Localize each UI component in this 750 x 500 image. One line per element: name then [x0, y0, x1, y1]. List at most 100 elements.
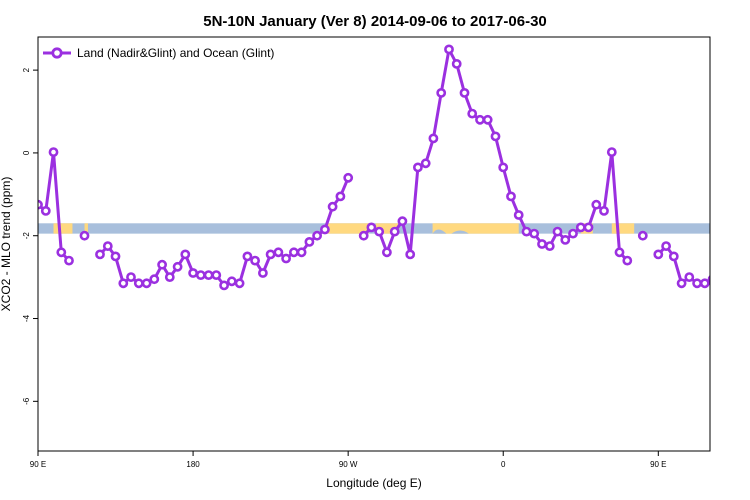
series-line [38, 150, 71, 262]
data-point [692, 278, 702, 289]
data-point [560, 234, 571, 245]
data-point [234, 278, 245, 289]
data-point [529, 228, 540, 239]
data-point [444, 44, 454, 55]
data-point [327, 201, 338, 212]
land-region [53, 223, 73, 234]
chart-title: 5N-10N January (Ver 8) 2014-09-06 to 201… [203, 13, 547, 30]
x-tick-label: 90 E [30, 460, 46, 469]
data-point [684, 272, 695, 282]
series-line [657, 244, 710, 285]
data-point [428, 133, 439, 144]
data-point [219, 280, 229, 291]
data-point [717, 261, 724, 268]
data-point [273, 247, 284, 258]
data-point [288, 247, 299, 258]
data-point [242, 251, 253, 262]
data-point [358, 230, 369, 241]
data-point [552, 226, 563, 237]
y-tick-label: -4 [22, 314, 31, 322]
data-point [296, 247, 307, 258]
data-point [110, 251, 121, 262]
data-point [265, 249, 276, 260]
data-point [420, 158, 431, 169]
data-point [95, 249, 105, 260]
x-axis-label: Longitude (deg E) [326, 476, 421, 490]
land-region [611, 223, 635, 234]
band-detail [451, 230, 469, 234]
data-point [521, 226, 532, 237]
band-detail [432, 229, 447, 234]
data-point [405, 249, 416, 260]
land-region [375, 223, 399, 234]
data-point [614, 247, 625, 258]
y-tick-label: 2 [22, 67, 31, 72]
data-point [725, 274, 732, 281]
x-tick-label: 0 [501, 460, 506, 469]
data-point [622, 255, 633, 266]
data-point [606, 147, 617, 157]
series-points [38, 44, 732, 291]
data-point [397, 216, 408, 227]
y-tick-label: 0 [22, 150, 31, 155]
data-point [568, 228, 578, 239]
data-point [412, 162, 423, 173]
data-point [188, 268, 198, 278]
data-point [591, 199, 602, 210]
data-point [335, 191, 346, 202]
data-point [459, 88, 470, 98]
data-point [366, 222, 377, 233]
data-point [312, 230, 322, 241]
data-point [48, 147, 59, 157]
legend: Land (Nadir&Glint) and Ocean (Glint) [43, 46, 274, 60]
data-point [157, 259, 167, 270]
data-point [575, 222, 586, 233]
data-point [482, 114, 493, 125]
data-point [653, 249, 664, 260]
data-point [467, 108, 478, 119]
data-point [544, 241, 555, 251]
x-tick-label: 180 [186, 460, 200, 469]
x-axis: 90 E 180 90 W 0 90 E [30, 451, 667, 469]
data-point [102, 241, 113, 251]
data-point [498, 162, 509, 173]
data-point [319, 224, 330, 235]
data-point [141, 278, 152, 289]
data-point [195, 270, 206, 280]
data-point [389, 226, 400, 237]
data-point [126, 272, 136, 282]
plot-area [38, 44, 732, 291]
data-point [475, 114, 485, 125]
data-point [537, 239, 547, 249]
data-point [699, 278, 710, 289]
data-point [381, 247, 392, 258]
data-point [149, 274, 160, 285]
y-tick-label: -2 [22, 232, 31, 240]
data-point [661, 241, 671, 251]
data-point [304, 236, 315, 247]
land-region [84, 223, 88, 234]
legend-label: Land (Nadir&Glint) and Ocean (Glint) [77, 46, 274, 60]
x-tick-label: 90 E [650, 460, 666, 469]
y-axis: 2 0 -2 -4 -6 [22, 67, 38, 405]
data-point [343, 172, 354, 183]
data-point [637, 230, 648, 241]
data-point [64, 255, 74, 266]
data-point [56, 247, 67, 258]
plot-frame [37, 36, 711, 452]
y-tick-label: -6 [22, 397, 31, 405]
data-point [599, 205, 609, 216]
data-point [676, 278, 687, 289]
data-point [257, 268, 268, 278]
data-point [436, 88, 447, 98]
y-axis-label: XCO2 - MLO trend (ppm) [0, 177, 13, 312]
data-point [118, 278, 129, 289]
land-region [432, 223, 519, 234]
data-point [79, 230, 90, 241]
data-point [668, 251, 679, 262]
land-region [327, 223, 369, 234]
data-point [451, 59, 462, 69]
x-tick-label: 90 W [339, 460, 358, 469]
data-point [211, 270, 222, 280]
